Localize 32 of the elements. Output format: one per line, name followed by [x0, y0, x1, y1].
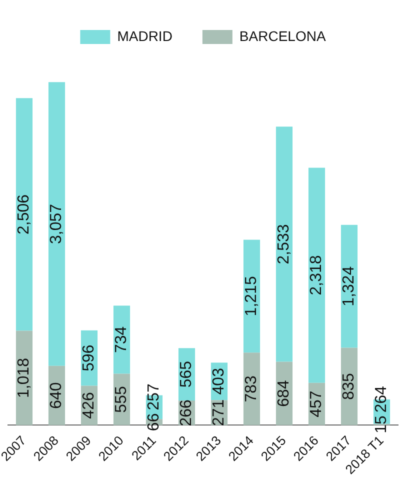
data-label: 2,318	[308, 255, 326, 296]
data-label: 565	[178, 360, 196, 388]
data-label: 734	[113, 326, 130, 354]
data-label: 266	[178, 399, 196, 426]
data-label: 783	[243, 375, 260, 402]
legend-label: MADRID	[117, 28, 172, 44]
bar	[276, 126, 293, 362]
data-label: 1,324	[340, 266, 358, 306]
data-label: 271	[210, 399, 228, 426]
data-label: 426	[80, 392, 98, 419]
bar	[16, 98, 33, 331]
data-label: 1,018	[16, 358, 33, 398]
legend-label: BARCELONA	[239, 28, 326, 44]
data-label: 15	[373, 416, 390, 434]
data-label: 596	[80, 344, 98, 372]
bar	[308, 168, 326, 383]
bar	[340, 224, 358, 348]
bar	[243, 240, 260, 353]
data-label: 3,057	[48, 204, 66, 244]
data-label: 264	[373, 386, 390, 413]
data-label: 403	[210, 368, 228, 395]
data-label: 555	[113, 386, 130, 413]
data-label: 2,533	[276, 224, 293, 264]
data-label: 835	[340, 373, 358, 400]
data-label: 2,506	[16, 194, 33, 234]
data-label: 1,215	[243, 276, 260, 316]
data-label: 640	[48, 382, 66, 409]
data-label: 457	[308, 390, 326, 418]
data-label: 684	[276, 380, 293, 407]
data-label: 257	[146, 383, 163, 410]
data-label: 66	[146, 413, 163, 432]
bar	[48, 82, 66, 366]
